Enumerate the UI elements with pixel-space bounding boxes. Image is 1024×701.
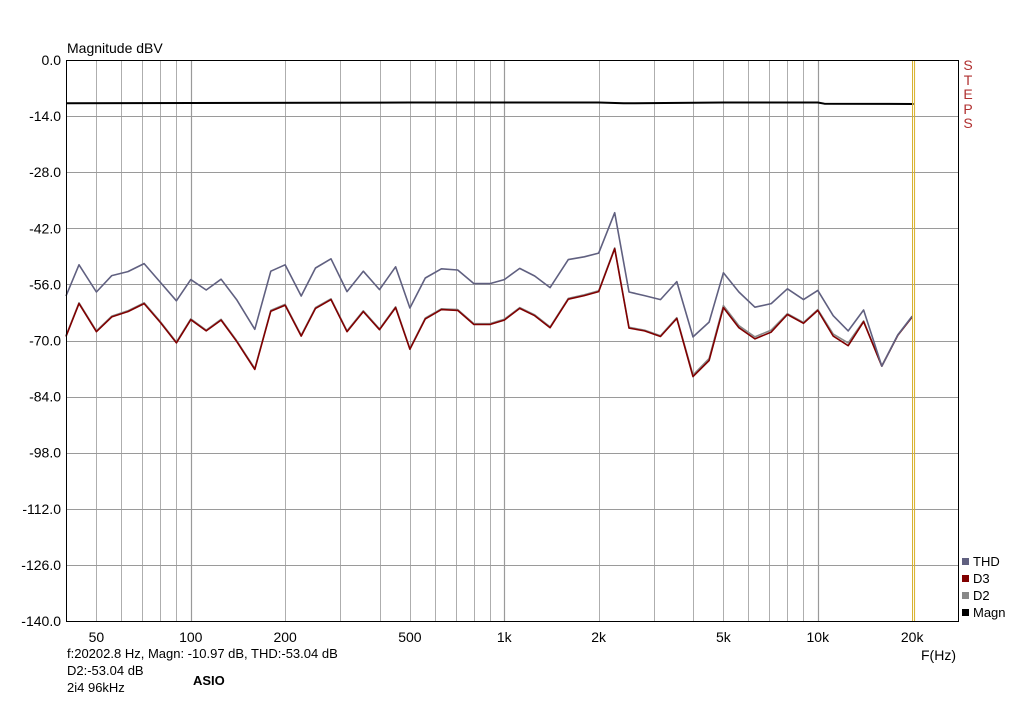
x-tick-label: 10k: [807, 629, 831, 645]
y-tick-label: -98.0: [29, 445, 61, 461]
legend-item-d2[interactable]: D2: [962, 587, 990, 603]
d2-readout: D2:-53.04 dB: [67, 663, 144, 678]
x-tick-label: 2k: [591, 629, 607, 645]
legend-swatch-magn: [962, 608, 969, 616]
y-tick-label: -56.0: [29, 276, 61, 292]
legend-label-magn: Magn: [973, 604, 1006, 620]
legend-label-d3: D3: [973, 570, 990, 586]
y-tick-label: -14.0: [29, 108, 61, 124]
y-tick-label: -112.0: [22, 501, 61, 517]
legend-swatch-thd: [962, 557, 969, 565]
series-line-d2: [65, 247, 913, 376]
y-axis-ticks: 0.0 -14.0 -28.0 -42.0 -56.0 -70.0 -84.0 -98.0 -1…: [21, 52, 61, 629]
grid: [66, 60, 958, 622]
legend-item-d3[interactable]: D3: [962, 570, 990, 586]
cursor-readout: f:20202.8 Hz, Magn: -10.97 dB, THD:-53.0…: [67, 646, 338, 661]
driver-label: ASIO: [193, 673, 225, 688]
legend-item-magn[interactable]: Magn: [962, 604, 1006, 620]
x-tick-label: 500: [398, 629, 422, 645]
x-tick-label: 50: [89, 629, 105, 645]
device-info: 2i4 96kHz: [67, 680, 125, 695]
cursor-layer[interactable]: [912, 60, 916, 621]
legend-swatch-d3: [962, 574, 969, 582]
x-tick-label: 20k: [901, 629, 925, 645]
legend-item-thd[interactable]: THD: [962, 553, 1000, 569]
y-tick-label: -28.0: [29, 164, 61, 180]
plot-frame: [66, 60, 959, 622]
y-tick-label: -126.0: [21, 557, 61, 573]
x-tick-label: 200: [273, 629, 297, 645]
x-tick-label: 5k: [716, 629, 732, 645]
chart-title: Magnitude dBV: [67, 40, 163, 56]
y-tick-label: -140.0: [21, 613, 61, 629]
x-axis-ticks: 50 100 200 500 1k 2k 5k 10k 20k: [89, 629, 925, 645]
legend-swatch-d2: [962, 591, 969, 599]
x-axis-label: F(Hz): [921, 647, 956, 663]
x-tick-label: 100: [179, 629, 203, 645]
series-line-thd: [65, 211, 913, 367]
legend-label-d2: D2: [973, 587, 990, 603]
series-line-d3: [65, 247, 913, 378]
y-tick-label: -70.0: [29, 333, 61, 349]
legend-label-thd: THD: [973, 553, 1000, 569]
steps-label[interactable]: STEPS: [963, 57, 973, 131]
x-tick-label: 1k: [497, 629, 513, 645]
y-tick-label: 0.0: [42, 52, 62, 68]
y-tick-label: -42.0: [29, 220, 61, 236]
series-line-magn: [65, 101, 914, 105]
series-layer: [65, 101, 914, 378]
y-tick-label: -84.0: [29, 389, 61, 405]
